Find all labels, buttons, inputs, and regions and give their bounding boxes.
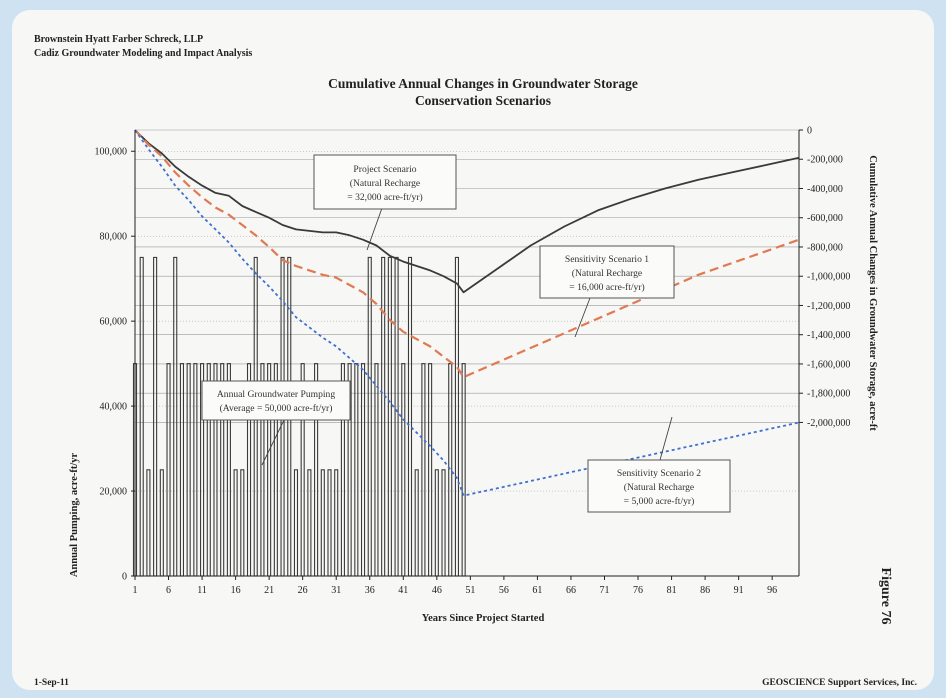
- figure-label: Figure 76: [878, 568, 893, 625]
- pumping-bar: [428, 363, 433, 577]
- y-left-tick-label: 60,000: [100, 317, 128, 328]
- annotation-sens2: Sensitivity Scenario 2 (Natural Recharge…: [587, 416, 731, 513]
- grid: [135, 129, 799, 492]
- annotation-sens1-line-2: (Natural Recharge: [572, 268, 642, 279]
- pumping-bar: [334, 469, 339, 577]
- line-sensitivity-scenario-1: [134, 129, 800, 379]
- pumping-bar: [461, 363, 466, 577]
- y-left-tick-label: 40,000: [100, 402, 128, 413]
- x-tick-label: 51: [465, 585, 475, 596]
- header-line-1: Brownstein Hyatt Farber Schreck, LLP: [34, 34, 203, 45]
- pumping-bar: [186, 363, 191, 577]
- y-left-tick-label: 80,000: [100, 232, 128, 243]
- pumping-bar: [240, 469, 245, 577]
- x-tick-label: 36: [365, 585, 375, 596]
- x-tick-label: 16: [231, 585, 241, 596]
- pumping-bar: [354, 363, 359, 577]
- y-right-tick-label: 0: [807, 126, 812, 137]
- annotation-project: Project Scenario (Natural Recharge = 32,…: [313, 154, 457, 251]
- x-tick-label: 61: [532, 585, 542, 596]
- y-right-tick-label: -1,600,000: [807, 359, 850, 370]
- annotation-pumping-line-1: Annual Groundwater Pumping: [217, 389, 336, 400]
- x-tick-label: 86: [700, 585, 710, 596]
- y-right-tick-label: -1,800,000: [807, 389, 850, 400]
- annotation-sens2-line-2: (Natural Recharge: [624, 482, 694, 493]
- annotation-pumping: Annual Groundwater Pumping (Average = 50…: [201, 380, 351, 466]
- pumping-bar: [441, 469, 446, 577]
- x-tick-label: 96: [767, 585, 777, 596]
- y-axis-left-label: Annual Pumping, acre-ft/yr: [69, 452, 80, 577]
- y-left-tick-label: 100,000: [95, 147, 128, 158]
- y-right-tick-label: -1,400,000: [807, 330, 850, 341]
- pumping-bar: [448, 363, 453, 577]
- y-axis-right-label: Cumulative Annual Changes in Groundwater…: [867, 155, 878, 431]
- x-tick-label: 81: [667, 585, 677, 596]
- y-left-tick-label: 20,000: [100, 487, 128, 498]
- line-sensitivity-scenario-2: [134, 129, 800, 497]
- pumping-bar: [233, 469, 238, 577]
- annotation-sens2-line-1: Sensitivity Scenario 2: [617, 468, 701, 479]
- line-project-scenario: [134, 129, 800, 294]
- pumping-bar: [401, 363, 406, 577]
- chart-title: Cumulative Annual Changes in Groundwater…: [328, 76, 638, 91]
- annotation-pumping-line-2: (Average = 50,000 acre-ft/yr): [220, 403, 333, 414]
- y-right-tick-label: -200,000: [807, 155, 843, 166]
- pumping-bar: [166, 363, 171, 577]
- x-tick-label: 31: [331, 585, 341, 596]
- annotation-project-line-2: (Natural Recharge: [350, 178, 420, 189]
- x-tick-label: 91: [734, 585, 744, 596]
- x-tick-label: 26: [298, 585, 308, 596]
- x-tick-label: 66: [566, 585, 576, 596]
- x-tick-label: 46: [432, 585, 442, 596]
- pumping-bar: [374, 363, 379, 577]
- pumping-bar: [421, 363, 426, 577]
- y-right-tick-label: -1,200,000: [807, 301, 850, 312]
- pumping-bar: [146, 469, 151, 577]
- x-axis-label: Years Since Project Started: [422, 613, 545, 624]
- scenario-lines: [134, 129, 800, 497]
- figure-card: Brownstein Hyatt Farber Schreck, LLP Cad…: [12, 10, 934, 690]
- header-line-2: Cadiz Groundwater Modeling and Impact An…: [34, 48, 252, 59]
- x-tick-label: 76: [633, 585, 643, 596]
- header-block: Brownstein Hyatt Farber Schreck, LLP Cad…: [34, 34, 252, 59]
- pumping-bar: [320, 469, 325, 577]
- x-tick-label: 1: [133, 585, 138, 596]
- pumping-bar: [414, 469, 419, 577]
- y-right-tick-label: -2,000,000: [807, 418, 850, 429]
- y-right-tick-label: -800,000: [807, 242, 843, 253]
- pumping-bar: [293, 469, 299, 577]
- pumping-bar: [327, 469, 332, 577]
- annotation-sens1: Sensitivity Scenario 1 (Natural Recharge…: [539, 245, 675, 338]
- axes: [131, 129, 803, 580]
- pumping-bar: [159, 469, 164, 577]
- y-right-tick-label: -600,000: [807, 213, 843, 224]
- annotation-sens1-line-3: = 16,000 acre-ft/yr): [569, 282, 644, 293]
- groundwater-chart: Brownstein Hyatt Farber Schreck, LLP Cad…: [34, 34, 917, 688]
- pumping-bar: [360, 363, 366, 577]
- x-tick-label: 21: [264, 585, 274, 596]
- annotation-project-line-3: = 32,000 acre-ft/yr): [347, 192, 422, 203]
- x-tick-label: 56: [499, 585, 509, 596]
- x-tick-label: 71: [599, 585, 609, 596]
- y-right-tick-label: -400,000: [807, 184, 843, 195]
- chart-subtitle: Conservation Scenarios: [415, 93, 551, 108]
- y-right-tick-label: -1,000,000: [807, 272, 850, 283]
- pumping-bar: [193, 363, 198, 577]
- pumping-bar: [434, 469, 439, 577]
- annotation-sens2-line-3: = 5,000 acre-ft/yr): [624, 496, 695, 507]
- x-tick-label: 6: [166, 585, 171, 596]
- tick-labels: 1 6 11 16 21 26 31 36 41 46 51 56 61 66 71 76 81 86 91 960-…: [95, 126, 851, 597]
- y-left-tick-label: 0: [122, 572, 127, 583]
- annotation-sens1-line-1: Sensitivity Scenario 1: [565, 254, 649, 265]
- pumping-bar: [307, 469, 312, 577]
- footer-date: 1-Sep-11: [34, 678, 69, 688]
- x-tick-label: 41: [398, 585, 408, 596]
- x-tick-label: 11: [197, 585, 207, 596]
- annotation-project-line-1: Project Scenario: [353, 164, 416, 175]
- footer-company: GEOSCIENCE Support Services, Inc.: [762, 678, 917, 688]
- pumping-bar: [179, 363, 185, 577]
